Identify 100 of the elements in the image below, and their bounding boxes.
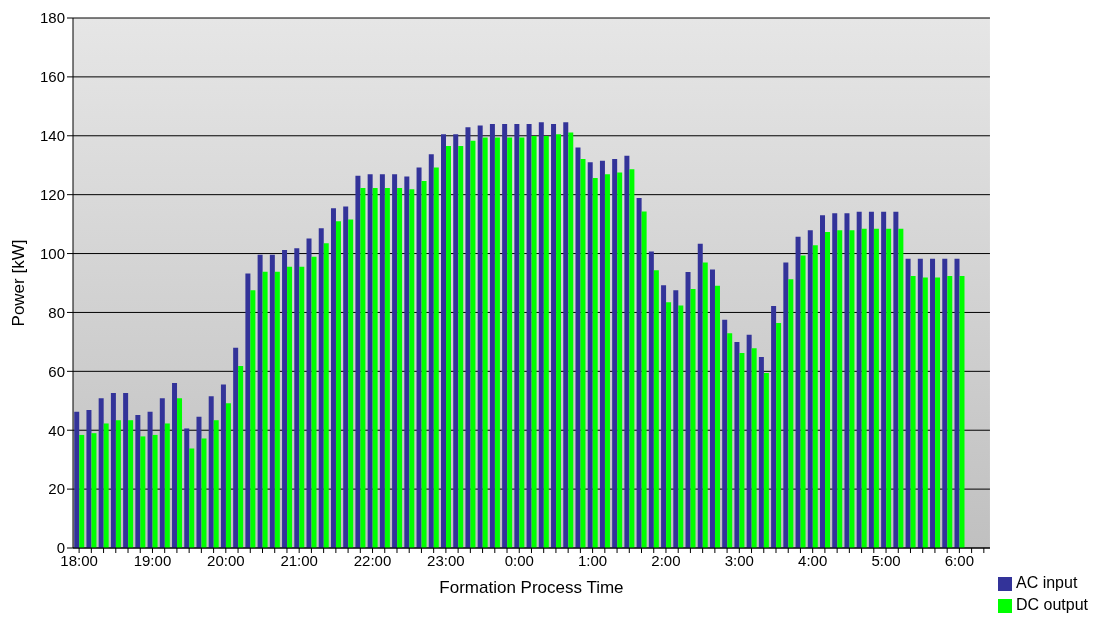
y-tick-label: 100	[39, 244, 65, 262]
bar	[849, 230, 855, 548]
bar	[140, 436, 146, 548]
bar	[128, 420, 134, 548]
x-axis-title: Formation Process Time	[439, 578, 624, 597]
bar	[832, 213, 838, 548]
bar	[697, 243, 703, 548]
bar	[685, 272, 691, 548]
bar	[795, 236, 801, 548]
bar	[942, 258, 948, 548]
bar	[172, 383, 178, 548]
bar	[592, 177, 598, 548]
bar	[825, 232, 831, 548]
bar	[250, 290, 256, 548]
bar	[220, 384, 226, 548]
bar	[648, 251, 654, 548]
bar	[245, 273, 251, 548]
x-tick-label: 19:00	[133, 551, 172, 569]
x-tick-label: 21:00	[280, 551, 318, 569]
bar	[208, 396, 214, 548]
bar	[599, 160, 605, 548]
bar	[922, 277, 928, 548]
x-tick-label: 23:00	[427, 551, 465, 569]
bar	[257, 254, 263, 548]
x-tick-label: 6:00	[944, 551, 974, 569]
bar	[159, 398, 165, 548]
y-axis-title: Power [kW]	[9, 239, 29, 327]
bar	[612, 159, 618, 548]
bar	[727, 333, 733, 548]
y-tick-label: 60	[48, 362, 65, 380]
bar	[98, 398, 104, 548]
bar	[233, 347, 239, 548]
y-tick-label: 40	[48, 421, 65, 439]
bar	[189, 448, 195, 548]
bar	[856, 211, 862, 548]
bar	[905, 258, 911, 548]
bar	[110, 393, 116, 548]
bar	[465, 127, 471, 548]
bar	[103, 423, 109, 548]
bar	[201, 438, 207, 548]
bar	[404, 176, 410, 548]
bar	[734, 341, 740, 548]
bar	[409, 189, 415, 548]
bar	[196, 416, 202, 548]
bar	[135, 414, 141, 548]
bar	[477, 125, 483, 548]
bar	[666, 302, 672, 548]
bar	[758, 356, 764, 548]
y-tick-label: 80	[48, 303, 65, 321]
bar	[428, 154, 434, 548]
bar	[917, 258, 923, 548]
bar	[714, 285, 720, 548]
bar	[629, 169, 635, 548]
bar	[653, 270, 659, 548]
bar	[274, 271, 280, 548]
bar	[673, 290, 679, 548]
bar	[800, 255, 806, 548]
bar	[164, 423, 170, 548]
bar	[568, 132, 574, 548]
bar	[746, 334, 752, 548]
bar	[433, 167, 439, 548]
bar	[788, 279, 794, 548]
bar	[751, 348, 757, 548]
bar	[262, 271, 268, 548]
bar	[661, 285, 667, 548]
bar	[935, 277, 941, 548]
bar	[886, 228, 892, 548]
bar	[343, 206, 349, 548]
bar	[873, 228, 879, 548]
bar	[147, 411, 153, 548]
bar	[177, 398, 183, 548]
bar	[392, 174, 398, 548]
bar	[318, 228, 324, 548]
bar	[763, 373, 769, 548]
bar	[441, 134, 446, 548]
bar	[494, 137, 500, 548]
bar	[470, 140, 476, 548]
bar	[379, 174, 385, 548]
bar	[930, 258, 936, 548]
x-tick-label: 0:00	[504, 551, 534, 569]
bar	[335, 221, 341, 548]
bar	[702, 262, 708, 548]
bar	[783, 262, 789, 548]
bar	[624, 155, 630, 548]
bar	[507, 137, 513, 548]
bar	[238, 366, 244, 548]
bar	[580, 159, 586, 548]
bar	[531, 136, 537, 548]
y-tick-label: 120	[39, 185, 65, 203]
legend-label: AC input	[1015, 574, 1078, 591]
bar	[397, 187, 403, 548]
bar	[617, 172, 623, 548]
x-tick-label: 22:00	[353, 551, 392, 569]
bar	[690, 288, 696, 548]
bar	[384, 187, 390, 548]
bar	[502, 124, 508, 548]
bar	[299, 266, 305, 548]
bar	[636, 197, 642, 548]
bar	[323, 243, 329, 548]
bar	[893, 211, 899, 548]
